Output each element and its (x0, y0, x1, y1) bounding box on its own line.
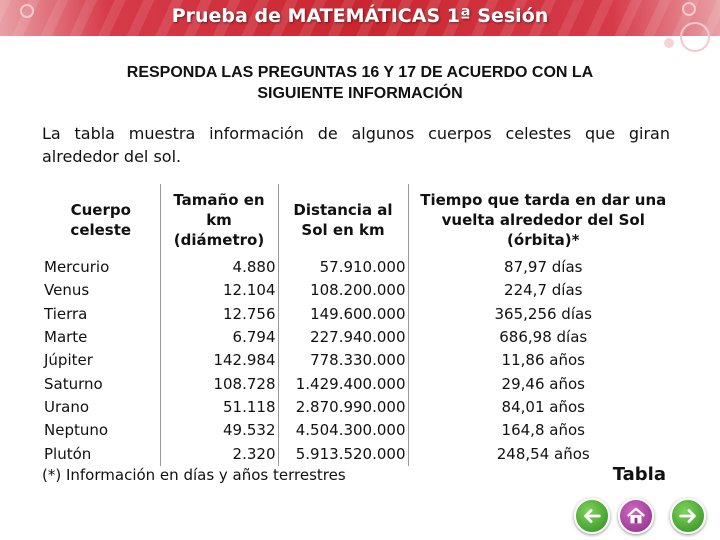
cell-distance: 149.600.000 (278, 302, 409, 326)
table-row: Saturno 108.728 1.429.400.000 29,46 años (42, 372, 678, 396)
cell-distance: 108.200.000 (278, 279, 409, 303)
table-row: Júpiter 142.984 778.330.000 11,86 años (42, 349, 678, 373)
cell-orbit: 11,86 años (501, 351, 585, 370)
cell-distance: 57.910.000 (278, 256, 409, 280)
cell-body: Tierra (42, 302, 161, 326)
cell-size: 4.880 (160, 256, 279, 280)
next-button[interactable] (670, 498, 706, 534)
cell-orbit: 29,46 años (501, 374, 585, 393)
cell-body: Júpiter (42, 349, 161, 373)
decor-circle-icon (20, 4, 34, 18)
question-heading: RESPONDA LAS PREGUNTAS 16 Y 17 DE ACUERD… (30, 62, 690, 104)
cell-orbit: 164,8 años (501, 421, 585, 440)
arrow-left-icon (584, 509, 601, 523)
cell-body: Venus (42, 279, 161, 303)
cell-orbit: 248,54 años (496, 444, 590, 463)
cell-orbit: 84,01 años (501, 397, 585, 416)
cell-size: 12.104 (160, 279, 279, 303)
home-button[interactable] (618, 498, 654, 534)
cell-size: 49.532 (160, 419, 279, 443)
cell-size: 108.728 (160, 372, 279, 396)
decor-dot-icon (664, 38, 674, 48)
cell-orbit: 87,97 días (504, 258, 583, 277)
cell-body: Saturno (42, 372, 161, 396)
cell-distance: 4.504.300.000 (278, 419, 409, 443)
decor-circle-icon (682, 2, 696, 16)
table-row: Neptuno 49.532 4.504.300.000 164,8 años (42, 419, 678, 443)
cell-body: Mercurio (42, 256, 161, 280)
home-icon (627, 507, 645, 524)
header-body: Cuerpo celeste (42, 184, 161, 256)
table-row: Marte 6.794 227.940.000 686,98 días (42, 325, 678, 350)
cell-body: Urano (42, 395, 161, 420)
footnote: (*) Información en días y años terrestre… (42, 466, 346, 484)
intro-text: La tabla muestra información de algunos … (42, 124, 670, 166)
cell-orbit: 365,256 días (494, 304, 593, 323)
cell-body: Plutón (42, 442, 161, 466)
cell-size: 142.984 (160, 349, 279, 373)
cell-size: 12.756 (160, 302, 279, 326)
header-size: Tamaño en km (diámetro) (160, 184, 279, 256)
table-row: Mercurio 4.880 57.910.000 87,97 días (42, 256, 678, 280)
cell-distance: 227.940.000 (278, 325, 409, 350)
cell-distance: 1.429.400.000 (278, 372, 409, 396)
banner-stripes (0, 0, 720, 36)
heading-line-2: SIGUIENTE INFORMACIÓN (257, 85, 463, 102)
arrow-right-icon (679, 509, 696, 523)
table-header-row: Cuerpo celeste Tamaño en km (diámetro) D… (42, 184, 678, 256)
table-caption: Tabla (612, 464, 666, 485)
cell-size: 6.794 (160, 325, 279, 350)
cell-orbit: 686,98 días (499, 328, 588, 347)
previous-button[interactable] (574, 498, 610, 534)
cell-body: Neptuno (42, 419, 161, 443)
page-title: Prueba de MATEMÁTICAS 1ª Sesión (171, 5, 549, 27)
cell-orbit: 224,7 días (504, 281, 583, 300)
table-row: Venus 12.104 108.200.000 224,7 días (42, 279, 678, 303)
header-banner: Prueba de MATEMÁTICAS 1ª Sesión (0, 0, 720, 36)
table-row: Tierra 12.756 149.600.000 365,256 días (42, 302, 678, 326)
cell-size: 51.118 (160, 395, 279, 420)
celestial-bodies-table: Cuerpo celeste Tamaño en km (diámetro) D… (42, 184, 678, 466)
cell-distance: 778.330.000 (278, 349, 409, 373)
heading-line-1: RESPONDA LAS PREGUNTAS 16 Y 17 DE ACUERD… (126, 64, 594, 81)
cell-distance: 5.913.520.000 (278, 442, 409, 466)
cell-distance: 2.870.990.000 (278, 395, 409, 420)
table-row: Plutón 2.320 5.913.520.000 248,54 años (42, 442, 678, 466)
header-distance: Distancia al Sol en km (278, 184, 409, 256)
cell-size: 2.320 (160, 442, 279, 466)
table-row: Urano 51.118 2.870.990.000 84,01 años (42, 395, 678, 420)
header-orbit: Tiempo que tarda en dar una vuelta alred… (420, 191, 667, 249)
decor-circle-icon (680, 22, 710, 52)
cell-body: Marte (42, 325, 161, 350)
